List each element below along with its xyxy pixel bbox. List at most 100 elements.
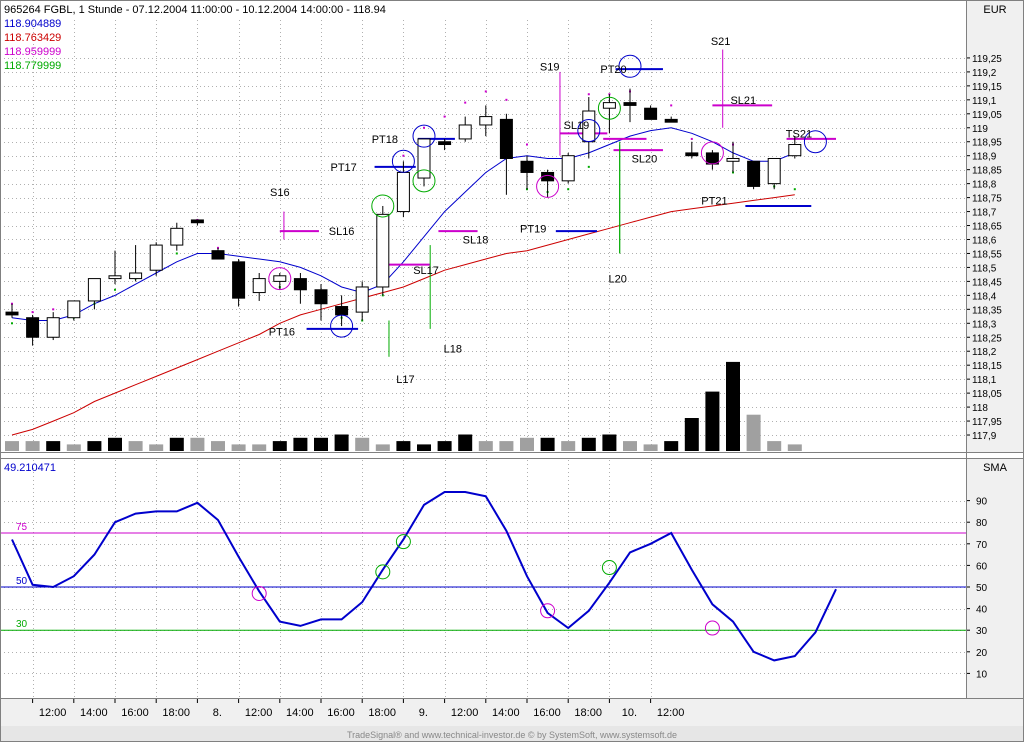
green-dot bbox=[11, 322, 13, 325]
sma-line bbox=[11, 491, 837, 662]
trade-label: SL18 bbox=[463, 234, 489, 246]
candle-body-down bbox=[705, 152, 719, 165]
price-tick-label: 118,15 bbox=[972, 361, 1002, 372]
footer-bar bbox=[0, 726, 1024, 742]
volume-bar bbox=[211, 441, 225, 451]
time-tick-label: 12:00 bbox=[39, 707, 67, 719]
trade-label: PT21 bbox=[701, 195, 727, 207]
candle-body-down bbox=[335, 306, 349, 316]
price-tick-label: 118,2 bbox=[972, 347, 997, 358]
price-tick-label: 118,7 bbox=[972, 208, 997, 219]
trade-label: S19 bbox=[540, 61, 560, 73]
readout-red-ma: 118.763429 bbox=[4, 32, 61, 44]
magenta-indicator-circle bbox=[704, 620, 720, 636]
volume-bar bbox=[602, 434, 617, 451]
candle-body-up bbox=[273, 275, 287, 282]
volume-bar bbox=[561, 441, 576, 451]
candle-body-up bbox=[376, 213, 390, 288]
price-tick-label: 119,25 bbox=[972, 54, 1002, 65]
volume-bar bbox=[108, 437, 122, 451]
price-axis: 119,25 119,2 119,15 119,1 119,05 119 118,95 118… bbox=[966, 54, 1002, 442]
price-tick-label: 118,75 bbox=[972, 194, 1002, 205]
volume-bar bbox=[684, 418, 699, 451]
time-tick-label: 16:00 bbox=[533, 707, 561, 719]
moving-average-layer bbox=[11, 127, 795, 436]
trade-label: SL16 bbox=[329, 226, 355, 238]
blue-signal-circle bbox=[412, 124, 436, 148]
candle-body-down bbox=[623, 102, 637, 106]
green-dot bbox=[175, 252, 178, 255]
green-dot bbox=[114, 288, 116, 291]
volume-bar bbox=[375, 444, 390, 451]
price-tick-label: 117,9 bbox=[972, 431, 997, 442]
green-signal-circle bbox=[371, 194, 395, 218]
price-tick-label: 119,2 bbox=[972, 68, 997, 79]
magenta-dot bbox=[31, 311, 34, 314]
time-tick-label: 14:00 bbox=[286, 707, 314, 719]
currency-label: EUR bbox=[983, 4, 1006, 16]
candle-body-up bbox=[726, 157, 740, 162]
price-tick-label: 118,65 bbox=[972, 222, 1002, 233]
candle-body-down bbox=[232, 261, 246, 299]
volume-bar bbox=[746, 414, 761, 451]
volume-bar bbox=[767, 441, 782, 451]
trade-label: TS21 bbox=[786, 128, 812, 140]
readout-green: 118.779999 bbox=[4, 60, 61, 72]
price-tick-label: 118,85 bbox=[972, 166, 1002, 177]
candle-body-up bbox=[149, 244, 163, 271]
candle-body-down bbox=[293, 278, 307, 291]
price-tick-label: 118,1 bbox=[972, 375, 997, 386]
price-tick-label: 118,35 bbox=[972, 305, 1002, 316]
indicator-axis-panel bbox=[966, 458, 1024, 698]
price-tick-label: 119,05 bbox=[972, 110, 1002, 121]
price-tick-label: 118,05 bbox=[972, 389, 1002, 400]
trade-label: SL19 bbox=[564, 120, 590, 132]
volume-bar bbox=[190, 437, 205, 451]
price-tick-label: 118 bbox=[972, 403, 988, 414]
candle-body-up bbox=[170, 227, 184, 246]
magenta-signal-circle bbox=[536, 174, 560, 198]
magenta-dot bbox=[52, 308, 55, 311]
indicator-tick-label: 10 bbox=[976, 669, 988, 680]
magenta-dot bbox=[464, 101, 467, 104]
trade-label: PT16 bbox=[269, 327, 295, 339]
candle-body-down bbox=[211, 250, 225, 260]
magenta-dot bbox=[526, 143, 528, 146]
volume-layer bbox=[5, 361, 802, 451]
trade-label: PT19 bbox=[520, 223, 546, 235]
volume-bar bbox=[623, 441, 637, 451]
candle-body-down bbox=[520, 160, 534, 173]
candle-body-up bbox=[67, 300, 81, 319]
time-tick-label: 8. bbox=[213, 707, 222, 719]
time-tick-label: 16:00 bbox=[327, 707, 355, 719]
volume-bar bbox=[396, 441, 411, 451]
time-axis: 12:00 14:00 16:00 18:00 8. 12:00 14:00 16:00 18:… bbox=[32, 698, 684, 719]
volume-bar bbox=[293, 437, 308, 451]
candle-body-down bbox=[438, 141, 452, 146]
blue-signal-circle bbox=[330, 314, 354, 338]
green-dot bbox=[587, 165, 590, 168]
time-tick-label: 18:00 bbox=[162, 707, 190, 719]
indicator-readout: 49.210471 bbox=[4, 462, 56, 474]
price-tick-label: 118,9 bbox=[972, 152, 997, 163]
candle-body-down bbox=[685, 152, 699, 157]
volume-bar bbox=[458, 434, 473, 451]
candle-layer bbox=[5, 88, 802, 346]
time-tick-label: 12:00 bbox=[245, 707, 273, 719]
indicator-tick-label: 70 bbox=[976, 540, 988, 551]
volume-bar bbox=[520, 437, 534, 451]
price-axis-panel bbox=[966, 0, 1024, 452]
trade-label: SL20 bbox=[632, 153, 658, 165]
candle-body-up bbox=[87, 278, 101, 302]
price-tick-label: 119,1 bbox=[972, 96, 997, 107]
volume-bar bbox=[5, 441, 19, 451]
candle-body-up bbox=[767, 157, 781, 185]
trade-label: S16 bbox=[270, 187, 290, 199]
magenta-dot bbox=[670, 104, 673, 107]
indicator-tick-label: 60 bbox=[976, 561, 988, 572]
candle-body-up bbox=[417, 138, 431, 179]
trade-label: L18 bbox=[444, 343, 462, 355]
blue-signal-circle bbox=[391, 149, 415, 173]
